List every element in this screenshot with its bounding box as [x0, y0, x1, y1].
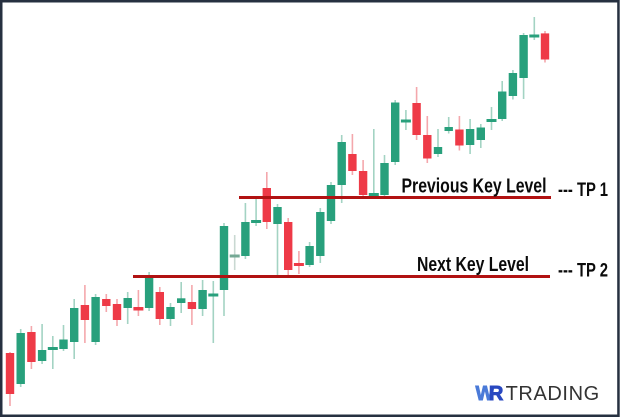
svg-text:Next Key Level: Next Key Level	[417, 254, 529, 276]
svg-text:--- TP 2: --- TP 2	[558, 261, 608, 282]
svg-text:--- TP 1: --- TP 1	[558, 180, 608, 201]
svg-text:Previous Key Level: Previous Key Level	[402, 176, 547, 198]
